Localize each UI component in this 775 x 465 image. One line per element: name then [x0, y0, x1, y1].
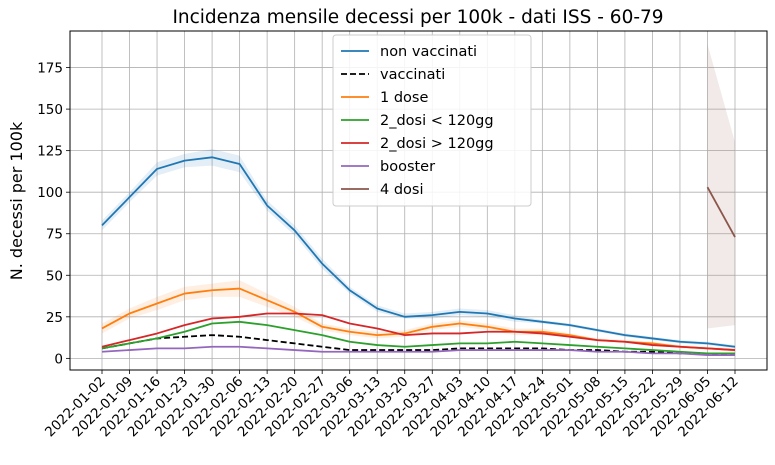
series-lines [101, 156, 736, 356]
y-tick-label: 25 [46, 310, 63, 326]
series-line [101, 345, 735, 356]
legend-box [332, 34, 532, 207]
legend-label: 2_dosi < 120gg [380, 113, 494, 129]
y-tick-label: 125 [37, 144, 63, 160]
legend-label: 1 dose [380, 90, 428, 106]
chart-title: Incidenza mensile decessi per 100k - dat… [172, 7, 663, 28]
series-line [101, 320, 735, 355]
legend-label: non vaccinati [380, 44, 477, 60]
legend: non vaccinati vaccinati 1 dose 2_dosi < 120… [332, 34, 532, 207]
legend-label: booster [380, 159, 435, 175]
series-line [101, 156, 736, 348]
confidence-band [707, 44, 735, 329]
y-tick-label: 175 [37, 61, 63, 77]
y-tick-label: 75 [46, 227, 63, 243]
legend-label: vaccinati [380, 67, 445, 83]
x-axis: 2022-01-022022-01-092022-01-162022-01-23… [42, 370, 742, 440]
y-tick-label: 50 [46, 268, 63, 284]
confidence-band [102, 148, 735, 349]
series-line [706, 186, 736, 238]
series-line [101, 312, 736, 351]
legend-label: 2_dosi > 120gg [380, 136, 494, 152]
series-line [101, 334, 736, 356]
y-tick-label: 150 [37, 102, 63, 118]
legend-label: 4 dosi [380, 182, 424, 198]
y-axis: 0 25 50 75 100 125 150 175 [37, 61, 70, 367]
y-axis-label: N. decessi per 100k [7, 121, 26, 280]
plot-frame [69, 30, 768, 371]
y-tick-label: 100 [37, 185, 63, 201]
y-tick-label: 0 [54, 351, 63, 367]
